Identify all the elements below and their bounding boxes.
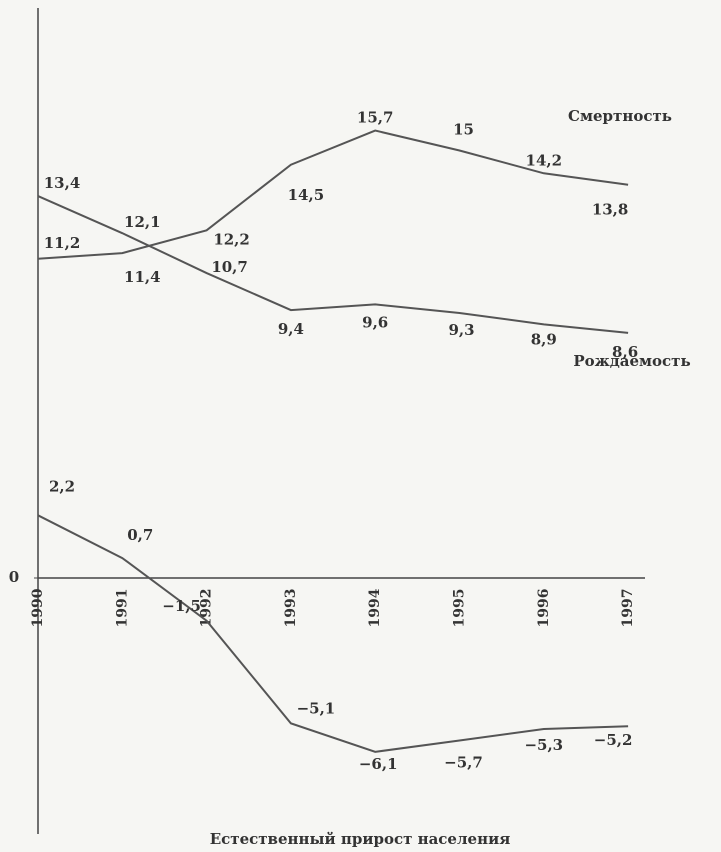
x-tick-label: 1996 (536, 589, 552, 628)
series-line (37, 195, 629, 334)
data-label: 12,1 (124, 213, 161, 231)
x-tick-label: 1991 (114, 589, 130, 628)
series-line (37, 514, 629, 753)
data-label: 11,4 (124, 268, 161, 286)
data-label: 0,7 (127, 526, 153, 544)
data-label: 10,7 (211, 258, 248, 276)
data-label: −5,1 (297, 699, 336, 717)
data-label: 15 (453, 121, 474, 139)
data-label: 11,2 (44, 234, 81, 252)
data-label: 15,7 (357, 109, 394, 127)
x-tick-label: 1997 (620, 589, 636, 628)
data-label: −1,5 (162, 597, 201, 615)
data-label: 14,2 (526, 151, 563, 169)
y-tick-label: 0 (9, 568, 19, 586)
x-tick-label: 1993 (283, 589, 299, 628)
series-name: Естественный прирост населения (210, 830, 511, 848)
data-label: 14,5 (288, 186, 325, 204)
data-label: 2,2 (49, 477, 75, 495)
data-label: 8,9 (531, 330, 557, 348)
data-label: 8,6 (612, 343, 638, 361)
data-label: 12,2 (213, 230, 250, 248)
data-label: −5,7 (444, 753, 483, 771)
data-label: −6,1 (359, 755, 398, 773)
data-label: 9,3 (448, 321, 474, 339)
data-label: 13,8 (592, 201, 629, 219)
data-label: −5,2 (594, 731, 633, 749)
series-name: Рождаемость (573, 352, 690, 370)
series-name: Смертность (568, 107, 672, 125)
data-label: 9,6 (362, 313, 388, 331)
data-label: 9,4 (278, 320, 304, 338)
x-tick-label: 1990 (30, 588, 46, 627)
data-label: −5,3 (524, 736, 563, 754)
data-label: 13,4 (44, 174, 81, 192)
x-tick-label: 1994 (367, 588, 383, 627)
series-line (37, 129, 629, 260)
x-tick-label: 1995 (452, 589, 468, 628)
